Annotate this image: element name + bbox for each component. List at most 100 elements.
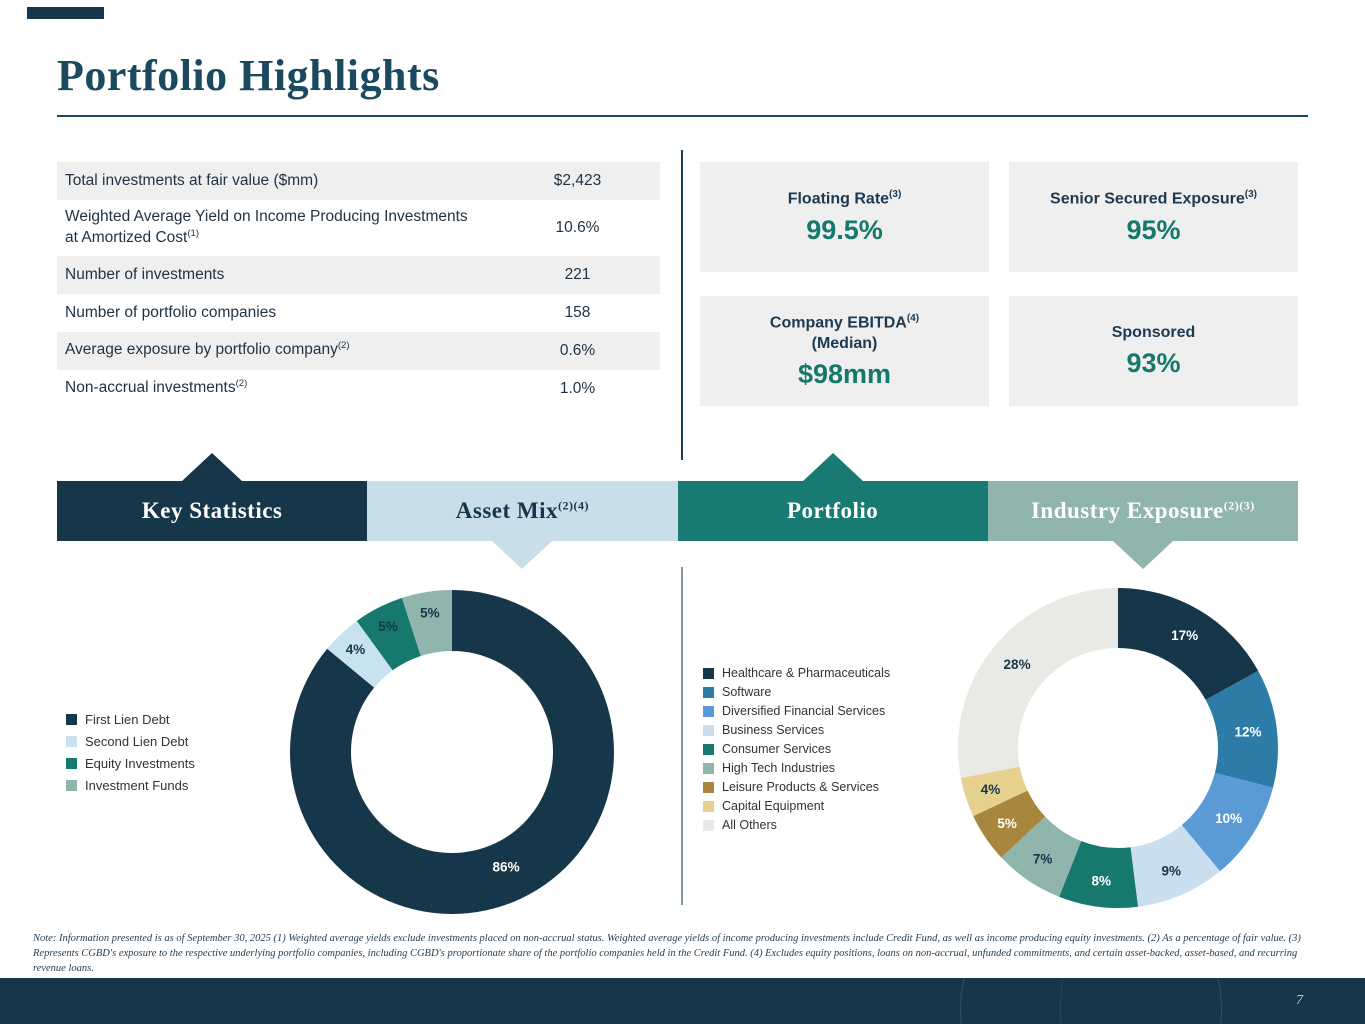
stats-table-row: Number of portfolio companies 158	[57, 294, 660, 332]
legend-swatch	[66, 736, 77, 747]
donut-value-label: 12%	[1234, 724, 1261, 739]
donut-value-label: 4%	[981, 782, 1001, 797]
donut-slice-investment-funds	[401, 590, 452, 656]
donut-slice-consumer-services	[1059, 840, 1139, 908]
key-statistics-up-arrow	[182, 453, 243, 481]
stat-card-subtitle: (Median)	[811, 334, 878, 352]
legend-label: All Others	[722, 818, 777, 832]
donut-value-label: 7%	[1033, 852, 1053, 867]
footnote-marker: (3)	[889, 188, 902, 200]
top-left-accent-bar	[27, 7, 104, 19]
asset-mix-donut-chart: 86% 4% 5% 5%	[290, 590, 614, 914]
legend-swatch	[703, 686, 714, 698]
banner-label-asset-mix: Asset Mix	[455, 498, 558, 523]
legend-swatch	[703, 819, 714, 831]
footnote-marker: (3)	[1244, 188, 1257, 200]
legend-label: Business Services	[722, 723, 825, 737]
banner-label-industry-exposure: Industry Exposure	[1030, 498, 1224, 523]
page-title: Portfolio Highlights	[57, 51, 440, 100]
industry-exposure-down-arrow	[1112, 541, 1173, 569]
banner-sup: (2)(4)	[558, 498, 589, 513]
legend-item: First Lien Debt	[66, 712, 195, 727]
asset-mix-down-arrow	[492, 541, 553, 569]
donut-value-label: 4%	[346, 642, 366, 657]
banner-text: Asset Mix(2)(4)	[456, 498, 589, 524]
vertical-divider-top	[681, 150, 683, 460]
portfolio-up-arrow	[802, 453, 863, 481]
footnote: Note: Information presented is as of Sep…	[33, 933, 1301, 975]
legend-item: All Others	[703, 818, 890, 832]
legend-item: Capital Equipment	[703, 799, 890, 813]
donut-slice-high-tech-industries	[1001, 816, 1082, 897]
stat-card-title: Senior Secured Exposure(3)	[1050, 188, 1257, 208]
banner-label-portfolio: Portfolio	[786, 498, 879, 523]
stat-card-title: Sponsored	[1111, 323, 1196, 341]
vertical-divider-bottom	[681, 567, 683, 905]
legend-item: High Tech Industries	[703, 761, 890, 775]
legend-label: Equity Investments	[85, 756, 195, 771]
stat-card-title: Floating Rate(3)	[787, 188, 902, 208]
stats-row-label: Non-accrual investments(2)	[65, 378, 248, 397]
legend-swatch	[703, 705, 714, 717]
legend-item: Healthcare & Pharmaceuticals	[703, 666, 890, 680]
stats-row-label: Average exposure by portfolio company(2)	[65, 340, 350, 359]
donut-slice-all-others	[958, 588, 1118, 778]
donut-slice-software	[1205, 670, 1278, 788]
industry-exposure-legend: Healthcare & Pharmaceuticals Software Dive…	[703, 666, 890, 837]
legend-swatch	[703, 800, 714, 812]
donut-value-label: 5%	[420, 605, 440, 620]
stats-table-row: Number of investments 221	[57, 256, 660, 294]
stats-table-row: Total investments at fair value ($mm) $2,…	[57, 162, 660, 200]
legend-swatch	[703, 762, 714, 774]
footer-bar: 7	[0, 978, 1365, 1024]
section-banner: Key Statistics Asset Mix(2)(4) Portfolio…	[57, 453, 1298, 569]
legend-label: First Lien Debt	[85, 712, 170, 727]
legend-label: Leisure Products & Services	[722, 780, 880, 794]
stats-row-label: Total investments at fair value ($mm)	[65, 171, 319, 189]
footer-decorative-circle	[1060, 978, 1365, 1024]
donut-slice-business-services	[1130, 825, 1220, 907]
page-number: 7	[1296, 993, 1303, 1008]
donut-value-label: 9%	[1161, 864, 1181, 879]
stats-table-row: Weighted Average Yield on Income Produci…	[57, 200, 660, 256]
stat-card: Floating Rate(3) 99.5%	[700, 162, 989, 272]
banner-text: Key Statistics	[142, 498, 283, 524]
stats-row-label: Weighted Average Yield on Income Produci…	[65, 208, 468, 247]
legend-swatch	[66, 758, 77, 769]
stats-row-value: 0.6%	[559, 342, 596, 359]
stats-table-row: Non-accrual investments(2) 1.0%	[57, 370, 660, 408]
legend-swatch	[66, 780, 77, 791]
stats-row-value: 221	[564, 266, 591, 283]
stats-row-value: 1.0%	[559, 380, 596, 397]
banner-text: Portfolio	[787, 498, 878, 524]
legend-swatch	[703, 743, 714, 755]
stats-row-value: 158	[564, 304, 591, 321]
legend-item: Business Services	[703, 723, 890, 737]
stat-card-value: 93%	[1126, 348, 1181, 379]
donut-value-label: 17%	[1171, 628, 1198, 643]
donut-slice-leisure-products-services	[973, 790, 1046, 858]
stat-card-title: Company EBITDA(4)	[769, 312, 920, 331]
legend-label: Consumer Services	[722, 742, 832, 756]
banner-segment-industry-exposure: Industry Exposure(2)(3)	[987, 481, 1298, 569]
legend-item: Consumer Services	[703, 742, 890, 756]
donut-value-label: 5%	[997, 816, 1017, 831]
donut-slice-equity-investments	[356, 597, 421, 671]
donut-slice-second-lien-debt	[327, 620, 393, 688]
key-statistics-table: Total investments at fair value ($mm) $2,…	[57, 162, 660, 408]
legend-item: Investment Funds	[66, 778, 195, 793]
stat-card-value: $98mm	[797, 359, 892, 390]
industry-exposure-donut-chart: 17% 12% 10% 9% 8% 7% 5% 4% 28%	[958, 588, 1278, 908]
stats-row-label: Number of portfolio companies	[65, 303, 277, 321]
stats-table-row: Average exposure by portfolio company(2)…	[57, 332, 660, 370]
stat-card-value: 99.5%	[806, 215, 883, 246]
banner-text: Industry Exposure(2)(3)	[1031, 498, 1255, 524]
legend-label: Investment Funds	[85, 778, 189, 793]
stats-row-label: Number of investments	[65, 265, 225, 283]
portfolio-stat-cards: Floating Rate(3) 99.5% Senior Secured Expo…	[700, 162, 1298, 406]
legend-label: Diversified Financial Services	[722, 704, 886, 718]
legend-swatch	[703, 724, 714, 736]
legend-swatch	[703, 781, 714, 793]
banner-segment-portfolio: Portfolio	[677, 453, 988, 541]
